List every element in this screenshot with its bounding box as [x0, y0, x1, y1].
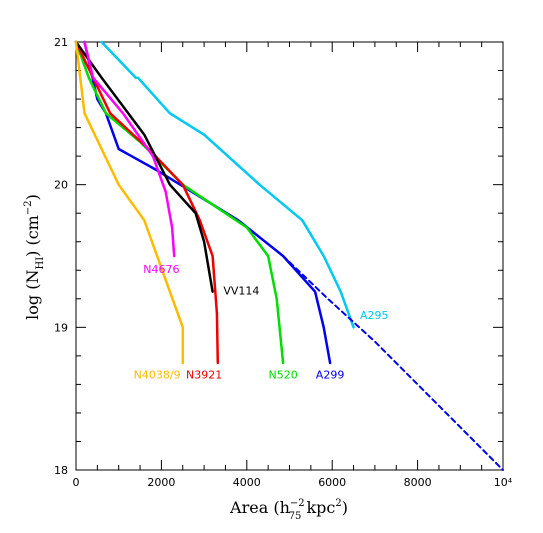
axis-ticks: [75, 41, 504, 471]
series-line-a299-extrapolation: [282, 255, 504, 471]
series-label-a295: A295: [360, 309, 389, 322]
x-axis-label: Area (h−2 75 kpc2): [229, 498, 348, 522]
series-label-n520: N520: [268, 369, 297, 382]
series-labels: A295 A299 N520 N3921 N4038/9 VV114 N4676: [134, 263, 389, 382]
axis-tick-labels: 0 2000 4000 6000 8000 10⁴ 18 19 20 21: [54, 36, 513, 489]
series-label-a299: A299: [316, 369, 345, 382]
x-tick-label: 8000: [404, 476, 432, 489]
series-label-vv114: VV114: [223, 285, 259, 298]
series-line-n4038-9: [74, 40, 185, 365]
x-tick-label: 4000: [233, 476, 261, 489]
x-tick-label: 6000: [318, 476, 346, 489]
series-label-n4038-9: N4038/9: [134, 369, 181, 382]
x-tick-label: 10⁴: [494, 476, 513, 489]
y-tick-label: 21: [54, 36, 68, 49]
x-tick-label: 2000: [147, 476, 175, 489]
series-line-n3921: [74, 40, 220, 365]
series-line-vv114: [74, 40, 214, 293]
series-label-n4676: N4676: [143, 263, 179, 276]
y-axis-label: log (NHI) (cm−2): [23, 194, 46, 320]
x-tick-label: 0: [73, 476, 80, 489]
series-line-n4676: [83, 40, 176, 258]
series-lines: [74, 40, 504, 471]
series-label-n3921: N3921: [186, 369, 222, 382]
y-tick-label: 19: [54, 321, 68, 334]
series-line-n520: [74, 40, 285, 365]
y-tick-label: 20: [54, 179, 68, 192]
series-line-a295: [100, 40, 355, 329]
y-tick-label: 18: [54, 464, 68, 477]
